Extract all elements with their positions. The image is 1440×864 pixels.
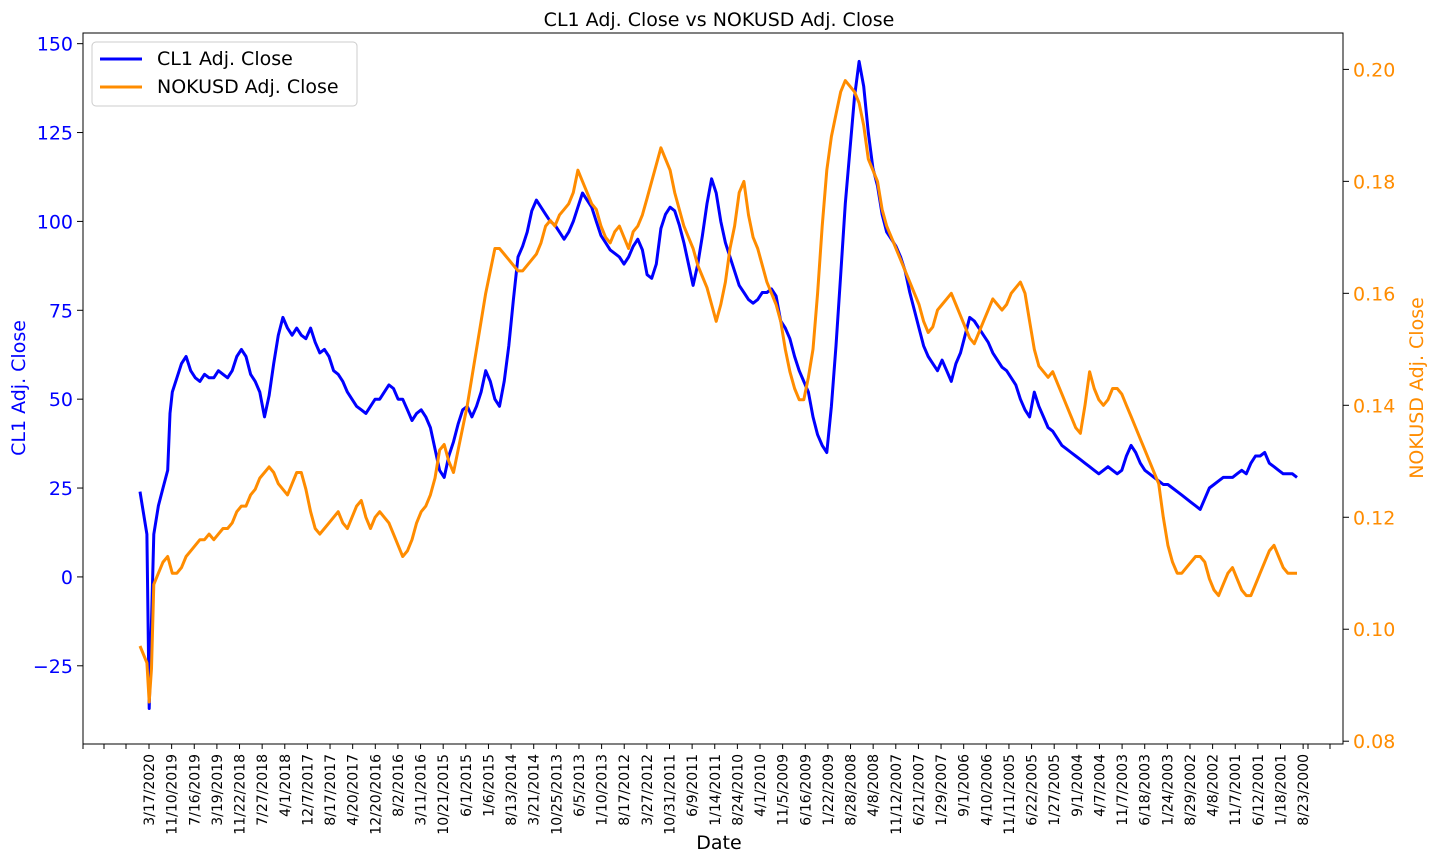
left-y-tick-label: 150 — [37, 34, 73, 56]
x-tick-label: 8/24/2010 — [730, 754, 746, 826]
right-y-tick-label: 0.14 — [1353, 395, 1395, 417]
legend-label-nokusd: NOKUSD Adj. Close — [157, 76, 339, 98]
right-y-tick-label: 0.16 — [1353, 283, 1395, 305]
left-y-tick-label: 100 — [37, 211, 73, 233]
x-tick-label: 4/1/2010 — [753, 754, 769, 817]
x-tick-label: 10/25/2013 — [549, 754, 565, 835]
x-tick-label: 4/1/2018 — [278, 754, 294, 817]
axes-frame — [82, 32, 1344, 745]
x-tick-label: 3/27/2012 — [640, 754, 656, 826]
x-tick-label: 10/31/2011 — [662, 754, 678, 835]
chart-title: CL1 Adj. Close vs NOKUSD Adj. Close — [544, 9, 895, 31]
x-tick-label: 7/27/2018 — [255, 754, 271, 826]
series-layer — [138, 59, 1298, 710]
left-y-axis: −25 0 25 50 75 100 125 150 — [33, 34, 83, 678]
x-tick-label: 1/29/2007 — [934, 754, 950, 826]
x-tick-label: 8/23/2000 — [1296, 754, 1312, 826]
right-y-tick-label: 0.18 — [1353, 171, 1395, 193]
x-tick-label: 8/17/2017 — [323, 754, 339, 826]
x-tick-label: 11/11/2005 — [1002, 754, 1018, 835]
right-y-tick-label: 0.20 — [1353, 59, 1395, 81]
x-tick-label: 6/22/2005 — [1025, 754, 1041, 826]
x-tick-label: 6/16/2009 — [798, 754, 814, 826]
x-tick-label: 6/1/2015 — [459, 754, 475, 817]
left-y-tick-label: 75 — [49, 300, 73, 322]
right-y-tick-label: 0.10 — [1353, 619, 1395, 641]
x-tick-label: 4/8/2008 — [866, 754, 882, 817]
legend-box — [91, 41, 358, 107]
x-tick-label: 3/19/2019 — [210, 754, 226, 826]
x-tick-label: 1/10/2013 — [595, 754, 611, 826]
x-tick-label: 11/7/2003 — [1115, 754, 1131, 826]
x-tick-label: 8/17/2012 — [617, 754, 633, 826]
left-y-tick-label: 25 — [49, 478, 73, 500]
x-tick-label: 8/29/2002 — [1183, 754, 1199, 826]
left-y-tick-label: 0 — [61, 567, 73, 589]
x-tick-label: 12/20/2016 — [368, 754, 384, 835]
right-y-tick-label: 0.12 — [1353, 507, 1395, 529]
x-tick-label: 10/21/2015 — [436, 754, 452, 835]
x-tick-label: 3/11/2016 — [414, 754, 430, 826]
x-tick-label: 11/7/2001 — [1228, 754, 1244, 826]
legend: CL1 Adj. Close NOKUSD Adj. Close — [91, 41, 358, 107]
series-line-cl1 — [138, 59, 1298, 710]
left-y-tick-label: 125 — [37, 123, 73, 145]
x-axis-label: Date — [696, 832, 741, 854]
left-y-axis-label: CL1 Adj. Close — [8, 320, 30, 456]
x-tick-label: 6/18/2003 — [1138, 754, 1154, 826]
right-y-tick-label: 0.08 — [1353, 731, 1395, 753]
x-tick-label: 6/9/2011 — [685, 754, 701, 817]
x-tick-label: 6/5/2013 — [572, 754, 588, 817]
x-tick-label: 3/17/2020 — [142, 754, 158, 826]
x-tick-label: 11/22/2018 — [233, 754, 249, 835]
left-y-tick-label: −25 — [33, 656, 73, 678]
x-tick-label: 6/21/2007 — [911, 754, 927, 826]
x-tick-label: 12/7/2017 — [300, 754, 316, 826]
x-tick-label: 11/12/2007 — [889, 754, 905, 835]
x-tick-label: 11/10/2019 — [165, 754, 181, 835]
x-tick-label: 1/27/2005 — [1047, 754, 1063, 826]
x-axis: 3/17/2020 11/10/2019 7/16/2019 3/19/2019 11/… — [82, 744, 1331, 835]
series-line-nokusd — [138, 79, 1297, 704]
x-tick-label: 1/6/2015 — [481, 754, 497, 817]
x-tick-label: 3/21/2014 — [527, 754, 543, 826]
x-tick-label: 9/1/2006 — [957, 754, 973, 817]
right-y-axis: 0.08 0.10 0.12 0.14 0.16 0.18 0.20 — [1343, 59, 1395, 753]
x-tick-label: 8/2/2016 — [391, 754, 407, 817]
left-y-tick-label: 50 — [49, 389, 73, 411]
x-tick-label: 9/1/2004 — [1070, 754, 1086, 817]
x-tick-label: 4/7/2004 — [1092, 754, 1108, 817]
x-tick-label: 1/22/2009 — [821, 754, 837, 826]
x-tick-label: 4/20/2017 — [346, 754, 362, 826]
x-tick-label: 8/28/2008 — [844, 754, 860, 826]
x-tick-label: 6/12/2001 — [1251, 754, 1267, 826]
x-tick-label: 1/24/2003 — [1160, 754, 1176, 826]
x-tick-label: 8/13/2014 — [504, 754, 520, 826]
x-tick-label: 4/10/2006 — [979, 754, 995, 826]
x-tick-label: 1/14/2011 — [708, 754, 724, 826]
x-tick-label: 11/5/2009 — [776, 754, 792, 826]
plot-area — [82, 32, 1344, 745]
right-y-axis-label: NOKUSD Adj. Close — [1406, 297, 1428, 479]
x-tick-label: 7/16/2019 — [187, 754, 203, 826]
legend-label-cl1: CL1 Adj. Close — [157, 48, 293, 70]
x-tick-label: 1/18/2001 — [1274, 754, 1290, 826]
x-tick-label: 4/8/2002 — [1206, 754, 1222, 817]
